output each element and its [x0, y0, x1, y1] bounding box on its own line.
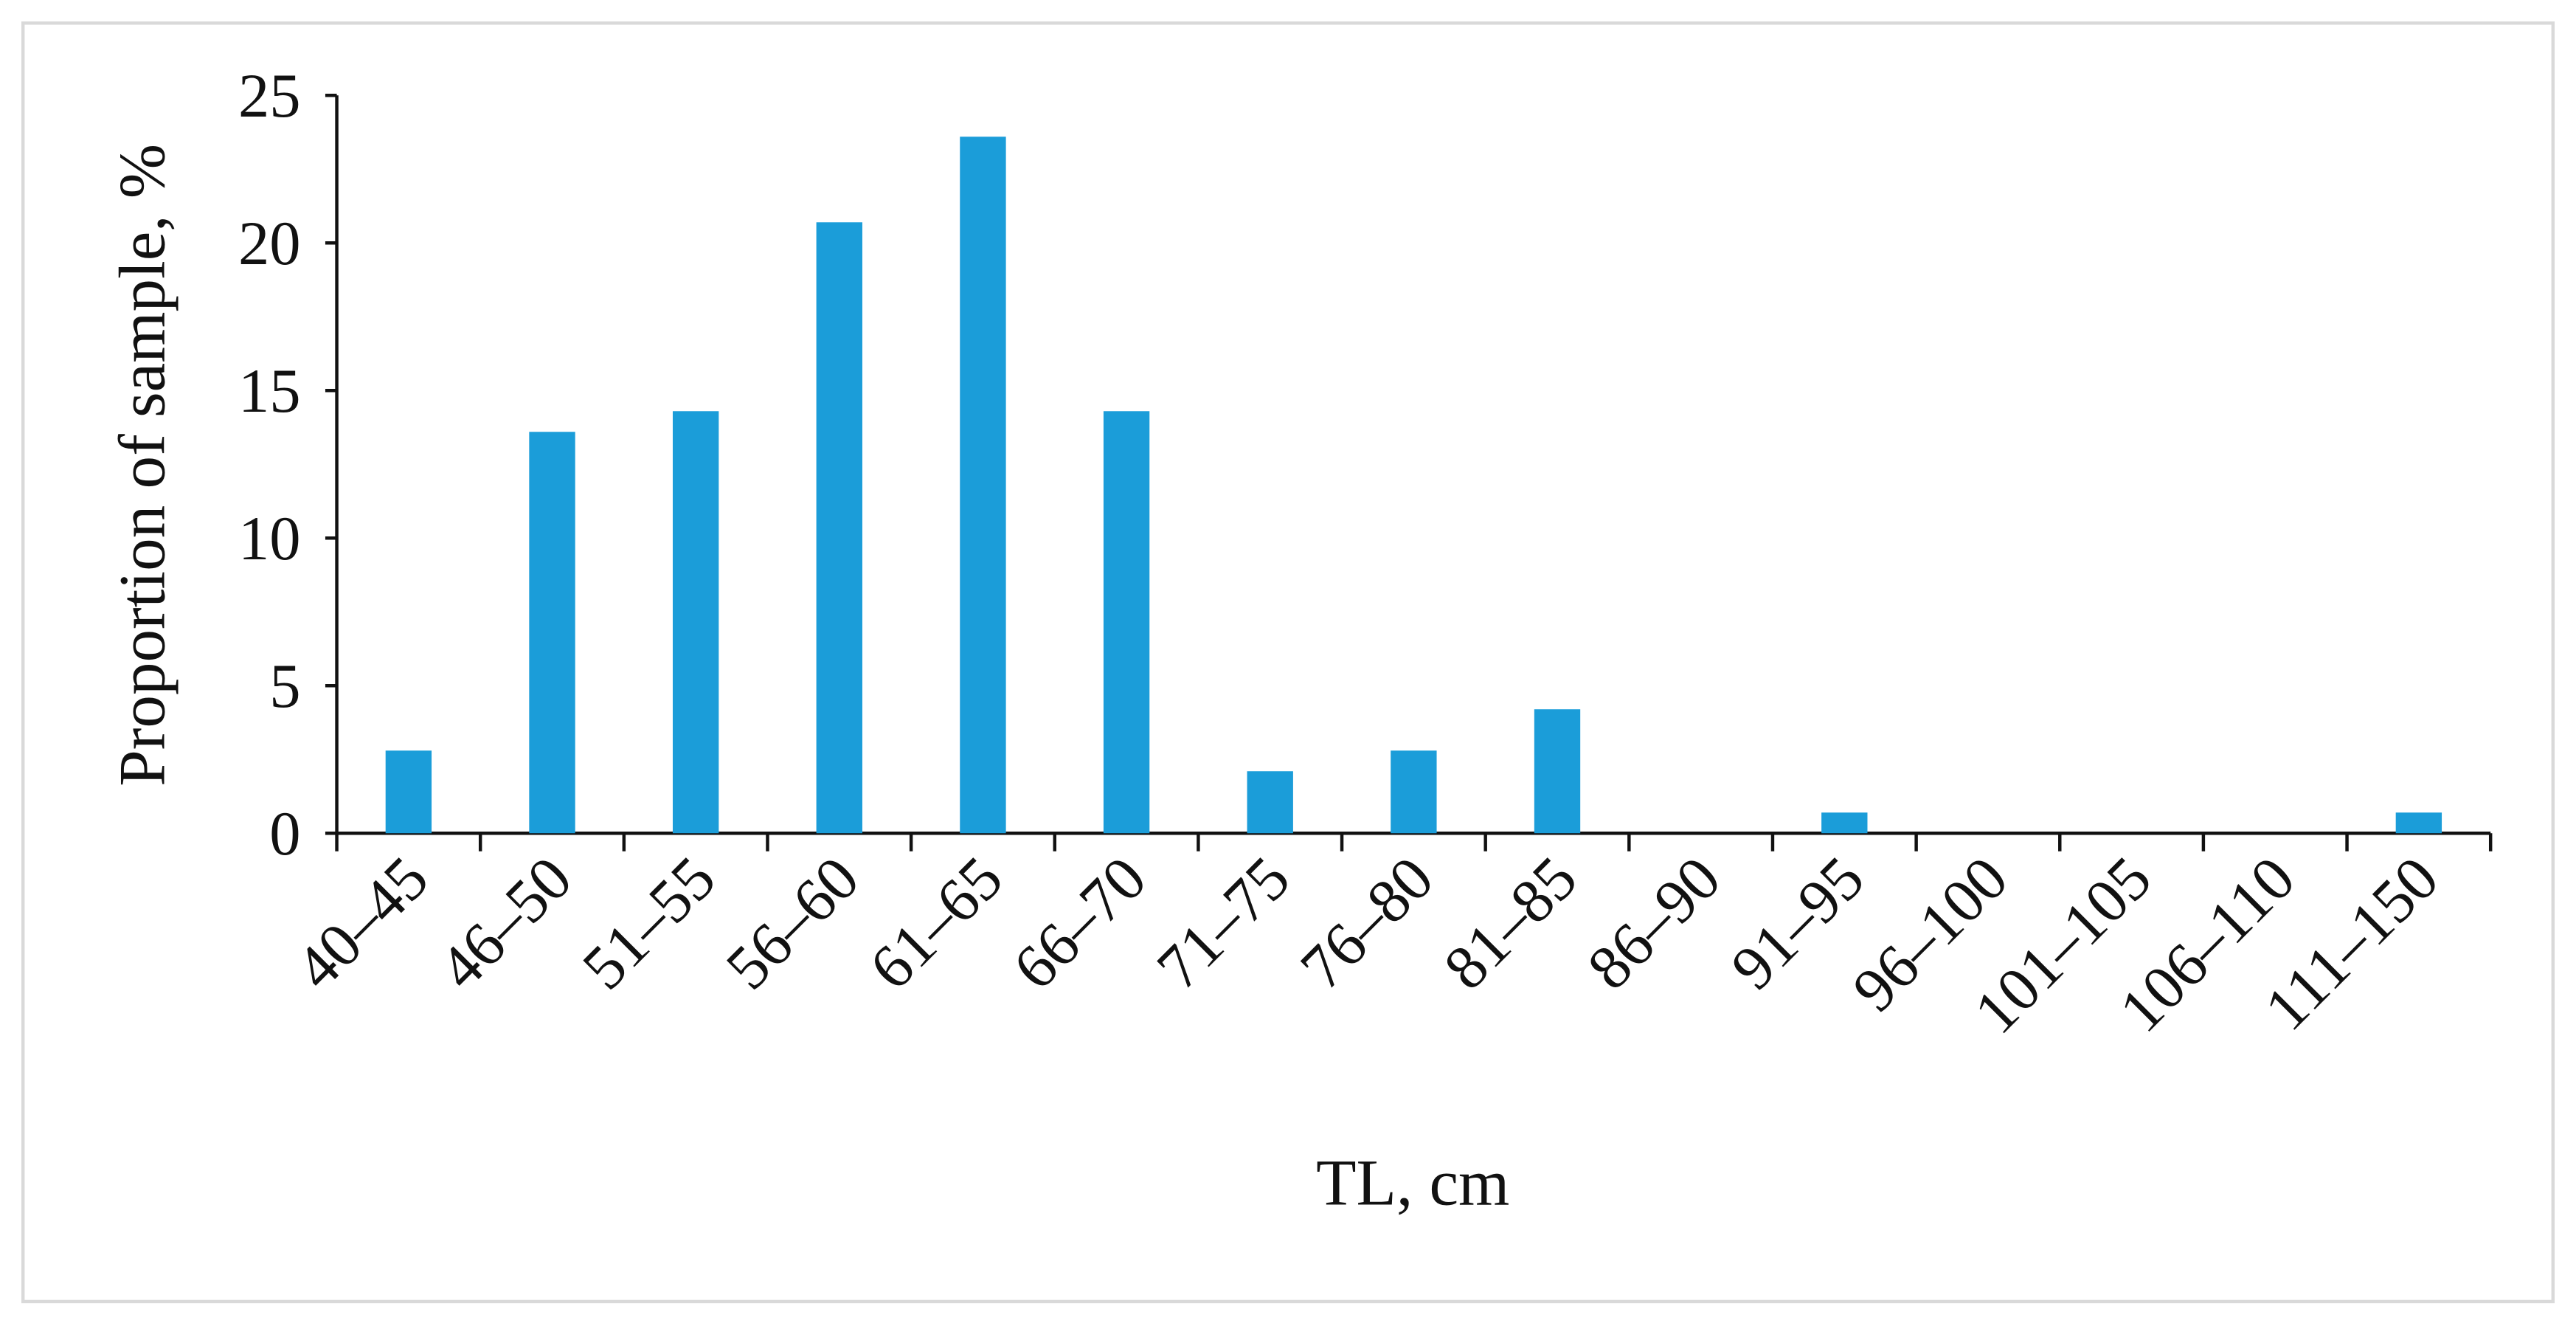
bar: [529, 432, 575, 834]
bar: [1534, 709, 1581, 834]
bar: [816, 222, 862, 834]
bar: [1821, 812, 1868, 834]
y-axis-title: Proportion of sample, %: [107, 144, 179, 787]
bar: [672, 411, 719, 834]
bar: [1247, 771, 1293, 834]
bar: [385, 750, 432, 834]
bar: [960, 137, 1006, 834]
chart-frame: [21, 21, 2555, 1304]
x-axis-title: TL, cm: [1316, 1147, 1509, 1220]
bar: [2395, 812, 2442, 834]
y-tick-label: 20: [238, 210, 301, 278]
bar: [1391, 750, 1437, 834]
y-tick-label: 10: [238, 505, 301, 573]
y-tick-label: 0: [269, 800, 300, 868]
y-tick-label: 5: [269, 652, 300, 721]
bar: [1103, 411, 1150, 834]
y-tick-label: 25: [238, 62, 301, 131]
y-tick-label: 15: [238, 357, 301, 426]
